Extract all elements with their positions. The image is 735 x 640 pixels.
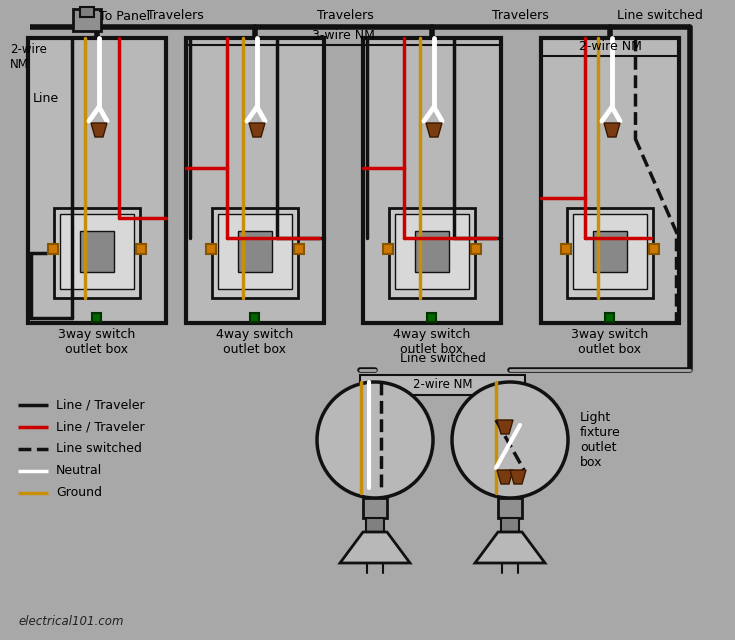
Polygon shape bbox=[249, 123, 265, 137]
Polygon shape bbox=[426, 123, 442, 137]
Bar bbox=[218, 214, 292, 289]
Bar bbox=[501, 518, 519, 532]
Text: Ground: Ground bbox=[56, 486, 102, 499]
Bar bbox=[80, 7, 94, 17]
Bar bbox=[541, 38, 679, 323]
Text: Travelers: Travelers bbox=[317, 9, 373, 22]
Bar bbox=[471, 244, 481, 254]
Polygon shape bbox=[510, 470, 526, 484]
Bar bbox=[415, 231, 448, 272]
Bar bbox=[73, 9, 101, 31]
Polygon shape bbox=[604, 123, 620, 137]
Bar bbox=[498, 498, 522, 518]
Text: 3-wire NM: 3-wire NM bbox=[312, 29, 375, 42]
Text: Line switched: Line switched bbox=[617, 9, 703, 22]
Polygon shape bbox=[497, 470, 513, 484]
Bar bbox=[238, 231, 271, 272]
Bar bbox=[60, 214, 134, 289]
Text: Travelers: Travelers bbox=[146, 9, 204, 22]
Text: Line / Traveler: Line / Traveler bbox=[56, 420, 145, 433]
Text: 4way switch
outlet box: 4way switch outlet box bbox=[216, 328, 293, 356]
Bar bbox=[562, 244, 571, 254]
Bar bbox=[49, 244, 58, 254]
Bar bbox=[186, 38, 324, 323]
Bar bbox=[593, 231, 626, 272]
Text: 3way switch
outlet box: 3way switch outlet box bbox=[58, 328, 136, 356]
Bar bbox=[136, 244, 146, 254]
Bar bbox=[93, 313, 101, 322]
Text: electrical101.com: electrical101.com bbox=[18, 615, 123, 628]
Bar bbox=[567, 208, 653, 298]
Bar bbox=[251, 313, 259, 322]
Text: To Panel: To Panel bbox=[99, 10, 150, 24]
Bar bbox=[363, 38, 501, 323]
Polygon shape bbox=[340, 532, 410, 563]
Bar bbox=[428, 313, 437, 322]
Polygon shape bbox=[497, 420, 513, 434]
Bar bbox=[649, 244, 659, 254]
Bar bbox=[366, 518, 384, 532]
Text: Light
fixture
outlet
box: Light fixture outlet box bbox=[580, 411, 621, 469]
Text: 4way switch
outlet box: 4way switch outlet box bbox=[393, 328, 470, 356]
Bar bbox=[80, 231, 113, 272]
Bar bbox=[54, 208, 140, 298]
Bar bbox=[207, 244, 216, 254]
Bar bbox=[573, 214, 647, 289]
Text: 2-wire
NM: 2-wire NM bbox=[10, 43, 47, 71]
Bar bbox=[360, 375, 525, 395]
Bar bbox=[606, 313, 614, 322]
Bar bbox=[383, 244, 393, 254]
Text: Neutral: Neutral bbox=[56, 465, 102, 477]
Bar bbox=[294, 244, 304, 254]
Text: 2-wire NM: 2-wire NM bbox=[413, 378, 473, 392]
Text: Travelers: Travelers bbox=[492, 9, 548, 22]
Bar bbox=[212, 208, 298, 298]
Circle shape bbox=[317, 382, 433, 498]
Bar bbox=[363, 498, 387, 518]
Text: 3way switch
outlet box: 3way switch outlet box bbox=[571, 328, 648, 356]
Text: Line: Line bbox=[33, 92, 59, 104]
Text: Line switched: Line switched bbox=[56, 442, 142, 456]
Polygon shape bbox=[475, 532, 545, 563]
Polygon shape bbox=[91, 123, 107, 137]
Text: 2-wire NM: 2-wire NM bbox=[578, 40, 642, 53]
Text: Line / Traveler: Line / Traveler bbox=[56, 399, 145, 412]
Bar bbox=[28, 38, 166, 323]
Text: Line switched: Line switched bbox=[400, 352, 485, 365]
Bar bbox=[395, 214, 469, 289]
Circle shape bbox=[452, 382, 568, 498]
Bar bbox=[390, 208, 475, 298]
